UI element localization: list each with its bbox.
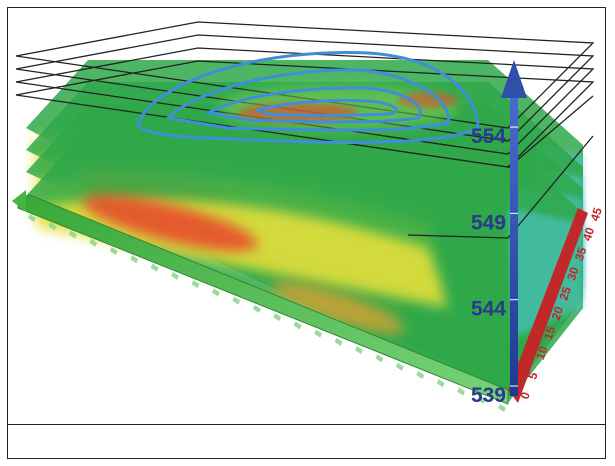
x-tick-mark — [109, 247, 118, 256]
z-axis-arrow-icon — [501, 60, 527, 98]
chart-canvas: 539 544 549 554 0 5 10 15 20 25 30 35 40 45 — [12, 21, 605, 412]
grid-edge-lower — [407, 135, 594, 239]
axes-group — [12, 60, 588, 412]
x-tick-mark — [334, 337, 343, 346]
figure-frame: 539 544 549 554 0 5 10 15 20 25 30 35 40 45 — [7, 7, 606, 459]
contour-loop-3 — [256, 98, 399, 117]
contour-loop-1 — [166, 68, 450, 132]
x-tick-mark — [28, 214, 36, 222]
depth-tick-label: 0 — [518, 390, 533, 401]
x-tick-mark — [150, 263, 159, 272]
heat-layers — [26, 60, 583, 403]
layer-peak — [82, 195, 258, 251]
x-tick-mark — [498, 404, 506, 412]
grid-edge — [507, 95, 594, 169]
z-tick-label: 549 — [471, 211, 506, 234]
z-tick-label: 539 — [471, 384, 506, 407]
heat-layer-539 — [26, 128, 583, 403]
x-tick-mark — [68, 230, 77, 239]
depth-tick-label: 30 — [564, 265, 582, 282]
x-tick-mark — [457, 387, 466, 396]
x-tick-mark — [252, 304, 261, 313]
z-tick-label: 554 — [471, 125, 506, 148]
x-tick-mark — [477, 395, 486, 404]
x-tick-mark — [293, 321, 302, 330]
x-axis-arrow-icon — [12, 190, 26, 212]
z-tick-label: 544 — [471, 298, 506, 321]
contour-peak-2 — [398, 92, 458, 108]
depth-tick-label: 40 — [580, 225, 598, 242]
depth-tick-label: 15 — [541, 324, 559, 341]
x-tick-mark — [232, 296, 241, 305]
x-tick-mark — [314, 329, 323, 338]
x-tick-mark — [354, 346, 363, 355]
x-tick-mark — [211, 288, 220, 297]
x-tick-mark — [273, 313, 282, 322]
depth-tick-label: 20 — [549, 304, 567, 321]
contour-outline — [136, 50, 480, 144]
x-tick-mark — [130, 255, 139, 264]
layer-edge — [508, 208, 583, 338]
x-tick-mark — [89, 238, 98, 247]
x-axis — [17, 194, 509, 405]
z-axis — [510, 88, 518, 396]
x-tick-mark — [191, 280, 200, 289]
depth-tick-label: 45 — [588, 206, 605, 223]
caption-divider — [8, 424, 605, 425]
depth-tick-label: 10 — [533, 344, 551, 361]
layer-secondary-peak — [271, 282, 405, 334]
x-tick-mark — [416, 370, 425, 379]
depth-tick-label: 35 — [572, 245, 590, 262]
contour-loop-0 — [136, 50, 480, 144]
contour-loop-2 — [206, 86, 422, 124]
x-tick-mark — [171, 271, 180, 280]
depth-axis — [508, 208, 588, 403]
x-tick-mark — [48, 222, 57, 231]
x-tick-mark — [395, 362, 404, 371]
depth-tick-label: 5 — [525, 370, 540, 381]
x-tick-mark — [436, 379, 445, 388]
x-tick-mark — [375, 354, 384, 363]
depth-tick-label: 25 — [556, 285, 574, 302]
tick-labels: 539 544 549 554 0 5 10 15 20 25 30 35 40 45 — [471, 125, 605, 407]
